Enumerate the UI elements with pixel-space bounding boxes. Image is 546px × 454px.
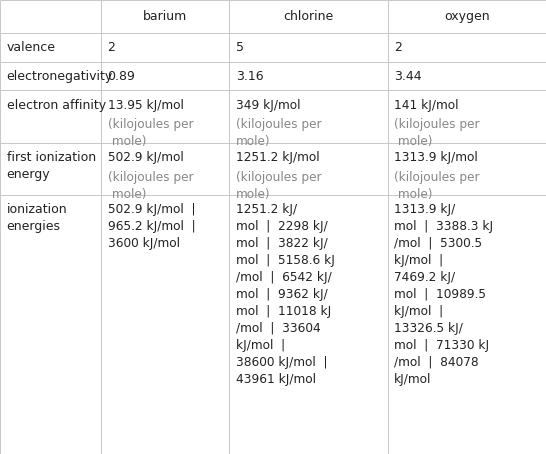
Text: 349 kJ/mol: 349 kJ/mol	[236, 99, 300, 112]
Text: (kilojoules per
mole): (kilojoules per mole)	[236, 171, 322, 201]
Text: (kilojoules per
 mole): (kilojoules per mole)	[108, 118, 193, 148]
Text: ionization
energies: ionization energies	[7, 203, 67, 233]
Text: 3.16: 3.16	[236, 69, 264, 83]
Text: 13.95 kJ/mol: 13.95 kJ/mol	[108, 99, 183, 112]
Text: 502.9 kJ/mol: 502.9 kJ/mol	[108, 151, 183, 164]
Text: 1313.9 kJ/mol: 1313.9 kJ/mol	[394, 151, 478, 164]
Text: 5: 5	[236, 41, 244, 54]
Text: 1251.2 kJ/mol: 1251.2 kJ/mol	[236, 151, 319, 164]
Text: 2: 2	[108, 41, 115, 54]
Text: 2: 2	[394, 41, 402, 54]
Text: (kilojoules per
 mole): (kilojoules per mole)	[394, 118, 480, 148]
Text: chlorine: chlorine	[283, 10, 334, 23]
Text: 1313.9 kJ/
mol  |  3388.3 kJ
/mol  |  5300.5
kJ/mol  |
7469.2 kJ/
mol  |  10989.: 1313.9 kJ/ mol | 3388.3 kJ /mol | 5300.5…	[394, 203, 494, 386]
Text: 1251.2 kJ/
mol  |  2298 kJ/
mol  |  3822 kJ/
mol  |  5158.6 kJ
/mol  |  6542 kJ/: 1251.2 kJ/ mol | 2298 kJ/ mol | 3822 kJ/…	[236, 203, 335, 386]
Text: (kilojoules per
 mole): (kilojoules per mole)	[108, 171, 193, 201]
Text: (kilojoules per
mole): (kilojoules per mole)	[236, 118, 322, 148]
Text: electronegativity: electronegativity	[7, 69, 113, 83]
Text: oxygen: oxygen	[444, 10, 490, 23]
Text: 502.9 kJ/mol  |
965.2 kJ/mol  |
3600 kJ/mol: 502.9 kJ/mol | 965.2 kJ/mol | 3600 kJ/mo…	[108, 203, 195, 250]
Text: 0.89: 0.89	[108, 69, 135, 83]
Text: valence: valence	[7, 41, 56, 54]
Text: 3.44: 3.44	[394, 69, 422, 83]
Text: barium: barium	[143, 10, 187, 23]
Text: first ionization
energy: first ionization energy	[7, 151, 96, 181]
Text: (kilojoules per
 mole): (kilojoules per mole)	[394, 171, 480, 201]
Text: 141 kJ/mol: 141 kJ/mol	[394, 99, 459, 112]
Text: electron affinity: electron affinity	[7, 99, 106, 112]
